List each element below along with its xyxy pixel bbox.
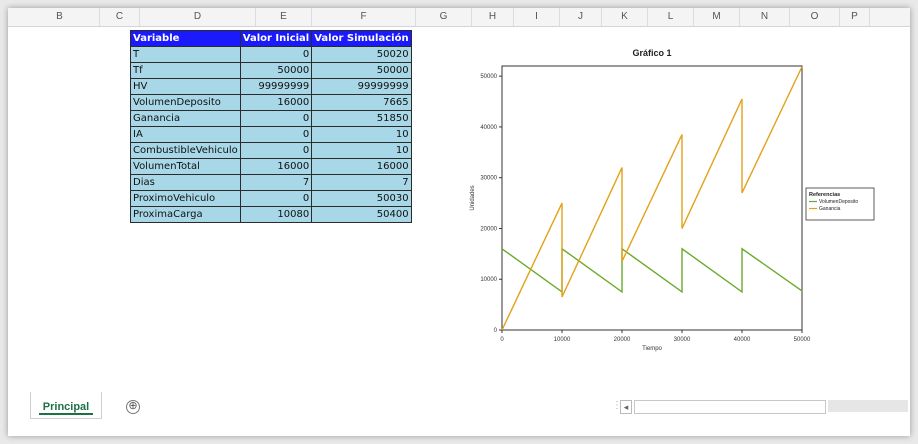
table-row: Tf 50000 50000: [130, 62, 412, 79]
scroll-left-icon[interactable]: ◂: [620, 400, 632, 414]
column-header-o[interactable]: O: [790, 8, 840, 26]
cell-valor-inicial[interactable]: 10080: [239, 206, 313, 223]
cell-valor-simulacion[interactable]: 7: [311, 174, 412, 191]
y-tick-label: 10000: [480, 277, 497, 283]
table-header-row: Variable Valor Inicial Valor Simulación: [130, 30, 412, 47]
column-header-d[interactable]: D: [140, 8, 256, 26]
column-header-p[interactable]: P: [840, 8, 870, 26]
cell-variable[interactable]: Tf: [130, 62, 241, 79]
column-header-m[interactable]: M: [694, 8, 740, 26]
horizontal-scroll-track[interactable]: [828, 400, 908, 412]
column-header-f[interactable]: F: [312, 8, 416, 26]
table-row: Dias 7 7: [130, 174, 412, 191]
table-row: T 0 50020: [130, 46, 412, 63]
cell-valor-inicial[interactable]: 0: [239, 110, 313, 127]
y-tick-label: 40000: [480, 125, 497, 131]
cell-valor-simulacion[interactable]: 99999999: [311, 78, 412, 95]
table-row: HV 99999999 99999999: [130, 78, 412, 95]
legend-entry: Ganancia: [819, 206, 841, 212]
header-valor-simulacion[interactable]: Valor Simulación: [311, 30, 412, 47]
y-tick-label: 30000: [480, 176, 497, 182]
table-row: Ganancia 0 51850: [130, 110, 412, 127]
cell-valor-simulacion[interactable]: 50400: [311, 206, 412, 223]
cell-variable[interactable]: IA: [130, 126, 241, 143]
chart-title: Gráfico 1: [632, 48, 671, 58]
table-row: VolumenTotal 16000 16000: [130, 158, 412, 175]
cell-valor-inicial[interactable]: 0: [239, 126, 313, 143]
y-tick-label: 50000: [480, 74, 497, 80]
y-axis-label: Unidades: [470, 185, 476, 210]
y-tick-label: 0: [494, 328, 498, 334]
header-variable[interactable]: Variable: [130, 30, 241, 47]
cell-variable[interactable]: ProximaCarga: [130, 206, 241, 223]
column-header-i[interactable]: I: [514, 8, 560, 26]
cell-variable[interactable]: CombustibleVehiculo: [130, 142, 241, 159]
column-header-e[interactable]: E: [256, 8, 312, 26]
cell-valor-simulacion[interactable]: 10: [311, 142, 412, 159]
x-tick-label: 30000: [674, 337, 691, 343]
legend-title: Referencias: [809, 192, 840, 198]
cell-valor-inicial[interactable]: 0: [239, 190, 313, 207]
series-line-ganancia: [501, 66, 803, 331]
cell-valor-inicial[interactable]: 16000: [239, 158, 313, 175]
column-header-g[interactable]: G: [416, 8, 472, 26]
column-header-j[interactable]: J: [560, 8, 602, 26]
cell-valor-inicial[interactable]: 0: [239, 142, 313, 159]
cell-variable[interactable]: Dias: [130, 174, 241, 191]
table-row: ProximoVehiculo 0 50030: [130, 190, 412, 207]
column-header-b[interactable]: B: [20, 8, 100, 26]
cell-variable[interactable]: ProximoVehiculo: [130, 190, 241, 207]
x-axis-label: Tiempo: [642, 346, 662, 352]
x-tick-label: 0: [500, 337, 504, 343]
cell-valor-simulacion[interactable]: 7665: [311, 94, 412, 111]
add-sheet-icon[interactable]: ⊕: [126, 400, 140, 414]
table-row: CombustibleVehiculo 0 10: [130, 142, 412, 159]
horizontal-scrollbar[interactable]: [634, 400, 826, 414]
x-tick-label: 20000: [614, 337, 631, 343]
cell-variable[interactable]: VolumenDeposito: [130, 94, 241, 111]
table-row: ProximaCarga 10080 50400: [130, 206, 412, 223]
column-header-k[interactable]: K: [602, 8, 648, 26]
cell-valor-inicial[interactable]: 99999999: [239, 78, 313, 95]
legend-entry: VolumenDeposito: [819, 199, 858, 205]
cell-valor-simulacion[interactable]: 50020: [311, 46, 412, 63]
column-header-l[interactable]: L: [648, 8, 694, 26]
sheet-tab-principal[interactable]: Principal: [30, 392, 102, 419]
cell-valor-inicial[interactable]: 0: [239, 46, 313, 63]
cell-variable[interactable]: VolumenTotal: [130, 158, 241, 175]
x-tick-label: 40000: [734, 337, 751, 343]
cell-valor-simulacion[interactable]: 10: [311, 126, 412, 143]
cell-valor-inicial[interactable]: 7: [239, 174, 313, 191]
cell-valor-simulacion[interactable]: 50030: [311, 190, 412, 207]
cell-variable[interactable]: T: [130, 46, 241, 63]
cell-valor-simulacion[interactable]: 50000: [311, 62, 412, 79]
variables-table: Variable Valor Inicial Valor Simulación …: [130, 30, 412, 223]
sheet-tab-bar: Principal ⊕ ⋮ ◂: [8, 392, 910, 424]
tab-scroll-separator: ⋮: [612, 400, 622, 411]
table-row: VolumenDeposito 16000 7665: [130, 94, 412, 111]
legend-box: [805, 187, 875, 221]
column-header-c[interactable]: C: [100, 8, 140, 26]
cell-valor-inicial[interactable]: 50000: [239, 62, 313, 79]
table-row: IA 0 10: [130, 126, 412, 143]
column-header-n[interactable]: N: [740, 8, 790, 26]
column-header-h[interactable]: H: [472, 8, 514, 26]
x-tick-label: 10000: [554, 337, 571, 343]
cell-valor-simulacion[interactable]: 51850: [311, 110, 412, 127]
cell-valor-inicial[interactable]: 16000: [239, 94, 313, 111]
cell-valor-simulacion[interactable]: 16000: [311, 158, 412, 175]
cell-variable[interactable]: Ganancia: [130, 110, 241, 127]
cell-variable[interactable]: HV: [130, 78, 241, 95]
header-valor-inicial[interactable]: Valor Inicial: [239, 30, 313, 47]
y-tick-label: 20000: [480, 226, 497, 232]
x-tick-label: 50000: [794, 337, 811, 343]
chart[interactable]: Gráfico 1 0 10000 20000 30000 40000 50000 0 1000…: [460, 44, 880, 374]
